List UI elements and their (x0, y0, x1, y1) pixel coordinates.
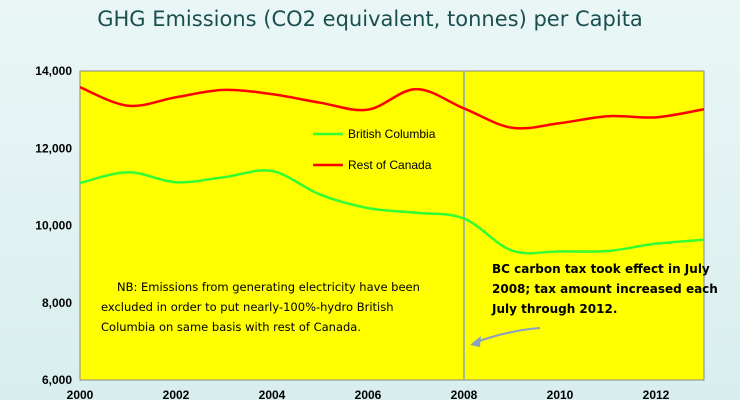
y-tick-label: 12,000 (35, 141, 72, 155)
callout-line-3: July through 2012. (491, 302, 617, 316)
legend: British Columbia Rest of Canada (313, 127, 436, 172)
x-tick-label: 2008 (451, 388, 478, 400)
x-axis-ticks: 2000 2002 2004 2006 2008 2010 2012 (67, 388, 670, 400)
y-axis-ticks: 6,000 8,000 10,000 12,000 14,000 (35, 64, 72, 387)
series-layer (79, 86, 705, 255)
callout-line-1: BC carbon tax took effect in July (492, 262, 710, 276)
x-tick-label: 2002 (163, 388, 190, 400)
note-line-2: excluded in order to put nearly-100%-hyd… (101, 300, 394, 314)
x-tick-label: 2006 (355, 388, 382, 400)
callout-arrow-head (470, 336, 481, 347)
y-tick-label: 10,000 (35, 219, 72, 233)
series-line-british-columbia (79, 169, 705, 255)
x-tick-label: 2010 (547, 388, 574, 400)
callout-line-2: 2008; tax amount increased each (492, 282, 718, 296)
note-annotation: NB: Emissions from generating electricit… (101, 280, 420, 334)
legend-label-british-columbia: British Columbia (348, 127, 436, 141)
x-tick-label: 2000 (67, 388, 94, 400)
y-tick-label: 6,000 (42, 373, 72, 387)
carbon-tax-callout: BC carbon tax took effect in July 2008; … (491, 262, 718, 316)
note-line-1: NB: Emissions from generating electricit… (117, 280, 420, 294)
x-tick-label: 2004 (259, 388, 286, 400)
note-line-3: Columbia on same basis with rest of Cana… (101, 320, 361, 334)
series-line-rest-of-canada (79, 86, 705, 130)
chart-title: GHG Emissions (CO2 equivalent, tonnes) p… (97, 7, 643, 31)
y-tick-label: 14,000 (35, 64, 72, 78)
legend-label-rest-of-canada: Rest of Canada (348, 158, 432, 172)
plot-area (79, 70, 705, 381)
x-tick-label: 2012 (643, 388, 670, 400)
y-tick-label: 8,000 (42, 296, 72, 310)
